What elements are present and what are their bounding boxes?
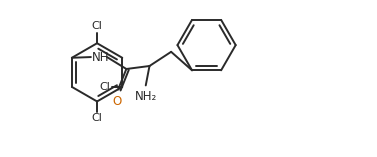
Text: Cl: Cl xyxy=(92,21,103,31)
Text: NH: NH xyxy=(92,51,109,64)
Text: NH₂: NH₂ xyxy=(135,90,157,103)
Text: Cl: Cl xyxy=(92,113,103,123)
Text: Cl: Cl xyxy=(100,82,110,92)
Text: O: O xyxy=(112,95,121,108)
